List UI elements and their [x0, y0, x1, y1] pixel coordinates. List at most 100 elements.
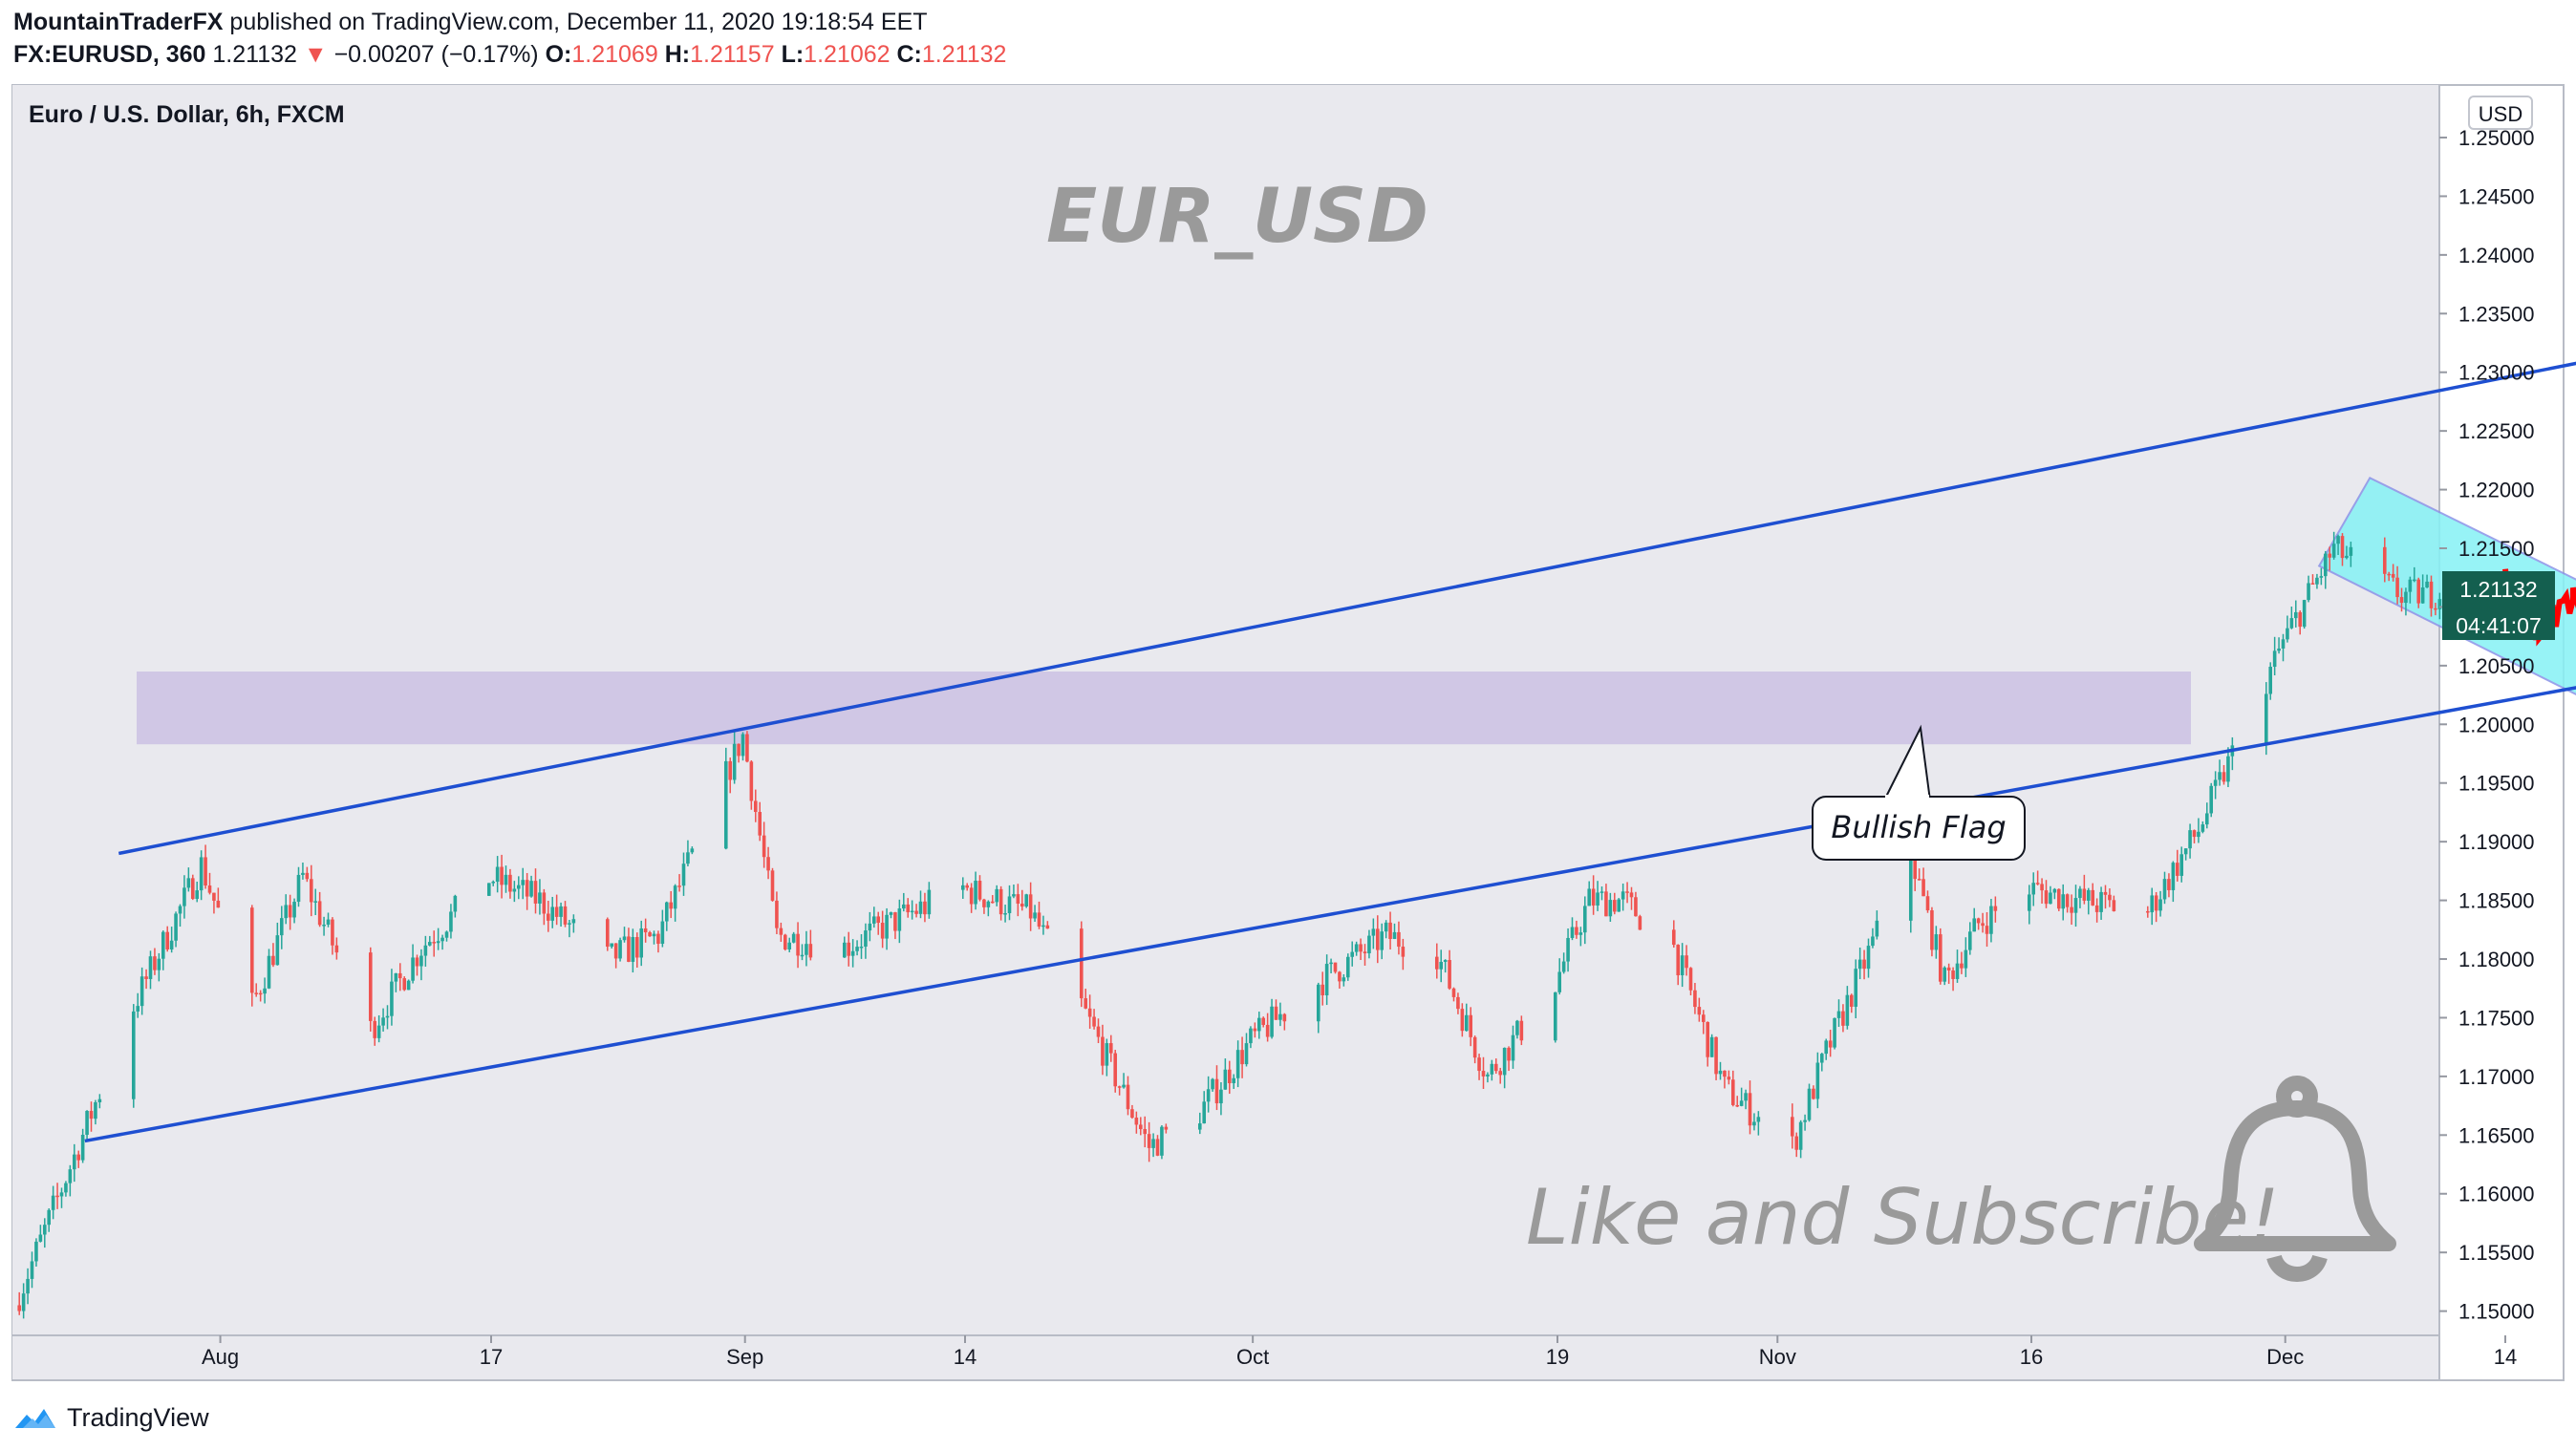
candle-body	[322, 925, 326, 927]
candle-body	[554, 906, 559, 917]
candle-body	[2286, 628, 2289, 640]
candle-body	[1951, 970, 1955, 979]
candle-body	[1587, 888, 1592, 906]
candle-body	[1697, 1007, 1702, 1015]
author-name[interactable]: MountainTraderFX	[13, 9, 224, 35]
candle-body	[656, 933, 660, 945]
candle-body	[85, 1110, 89, 1136]
candle-body	[2192, 830, 2197, 838]
candle-body	[55, 1195, 59, 1198]
candle-body	[1045, 925, 1050, 929]
bullish-flag-callout[interactable]: Bullish Flag	[1812, 724, 2026, 861]
footer-brand[interactable]: TradingView	[67, 1402, 209, 1432]
candle-body	[914, 910, 918, 914]
candle-body	[1625, 891, 1629, 893]
candle-body	[1084, 998, 1088, 1009]
symbol-label[interactable]: FX:EURUSD, 360	[13, 41, 206, 68]
candle-body	[2399, 597, 2404, 604]
candle-body	[2340, 536, 2345, 559]
candle-body	[974, 881, 977, 905]
candle-body	[1812, 1088, 1815, 1099]
candle-body	[1219, 1089, 1223, 1104]
candle-body	[1134, 1118, 1139, 1125]
candle-body	[2404, 591, 2408, 604]
tradingview-logo-icon	[15, 1409, 55, 1428]
y-tick-label: 1.22000	[2458, 479, 2535, 502]
candle-body	[2086, 889, 2091, 901]
candle-body	[140, 976, 144, 1007]
candle-body	[1375, 928, 1380, 950]
candle-body	[673, 885, 677, 909]
y-tick-label: 1.18000	[2458, 948, 2535, 971]
candle-body	[859, 947, 864, 949]
candle-body	[1943, 967, 1947, 982]
last-price: 1.21132	[212, 41, 297, 68]
candle-body	[1591, 888, 1596, 906]
candle-body	[1469, 1014, 1473, 1037]
candle-body	[1214, 1078, 1219, 1104]
candle-body	[1875, 920, 1879, 937]
candle-body	[1946, 967, 1951, 971]
support-zone	[137, 672, 2191, 745]
candle-body	[2056, 888, 2061, 909]
candle-body	[1464, 1014, 1469, 1032]
candle-body	[2298, 611, 2303, 628]
candle-body	[986, 901, 991, 907]
candle-body	[1359, 944, 1363, 952]
candle-body	[2416, 579, 2421, 604]
candle-body	[275, 935, 280, 966]
high-value: 1.21157	[690, 41, 775, 68]
footer: TradingView	[13, 1397, 209, 1439]
candle-body	[2395, 577, 2399, 598]
candle-body	[1498, 1071, 1503, 1076]
candle-body	[1676, 945, 1681, 976]
candle-body	[390, 981, 394, 1016]
candle-body	[68, 1169, 73, 1183]
candle-body	[1012, 894, 1016, 897]
candle-body	[876, 916, 881, 924]
candle-body	[2108, 894, 2112, 901]
candle-body	[1938, 934, 1943, 982]
publish-info: published on TradingView.com, December 1…	[229, 9, 928, 35]
candle-body	[512, 888, 517, 892]
candle-body	[690, 848, 695, 853]
candle-body	[525, 880, 529, 897]
candle-body	[965, 885, 970, 888]
candle-body	[664, 902, 669, 922]
candle-body	[331, 919, 334, 946]
x-tick-label: Oct	[1236, 1345, 1269, 1369]
candle-body	[1706, 1021, 1710, 1057]
candle-body	[546, 913, 550, 921]
candle-body	[1671, 929, 1676, 946]
candle-body	[1371, 928, 1376, 936]
candle-body	[216, 900, 221, 908]
candle-body	[2408, 579, 2413, 592]
candle-body	[2162, 879, 2167, 900]
candle-body	[521, 880, 526, 885]
candle-body	[1502, 1047, 1507, 1076]
candle-body	[1493, 1063, 1498, 1072]
candle-body	[634, 937, 639, 958]
candle-body	[805, 944, 808, 955]
candle-body	[1604, 891, 1608, 917]
open-value: 1.21069	[571, 41, 658, 68]
candle-body	[292, 902, 296, 918]
currency-badge[interactable]: USD	[2468, 96, 2533, 130]
currency-label: USD	[2479, 102, 2522, 126]
candle-body	[1913, 857, 1918, 880]
candle-body	[182, 887, 186, 906]
candle-body	[2281, 639, 2286, 649]
candle-body	[1087, 1008, 1092, 1017]
y-tick-label: 1.22500	[2458, 419, 2535, 443]
candle-body	[1596, 892, 1599, 906]
candle-body	[486, 883, 491, 896]
y-tick-label: 1.17500	[2458, 1006, 2535, 1030]
candle-body	[1324, 964, 1329, 996]
candle-body	[1101, 1036, 1105, 1066]
candle-body	[1143, 1129, 1148, 1135]
y-tick-label: 1.24000	[2458, 244, 2535, 267]
candle-body	[2277, 648, 2281, 651]
candle-body	[2061, 894, 2066, 909]
candle-body	[995, 888, 999, 903]
